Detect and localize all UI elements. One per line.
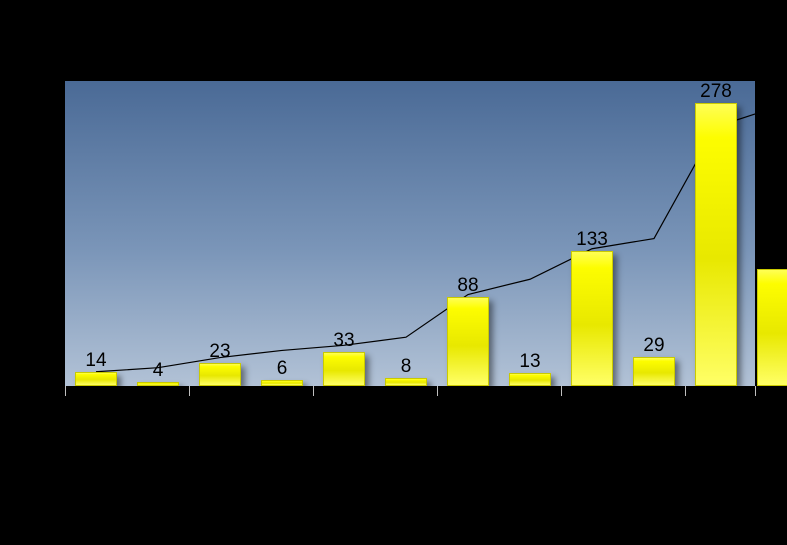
bar: [137, 382, 179, 386]
value-label: 8: [401, 356, 412, 378]
x-tick: [437, 386, 438, 396]
bar: [695, 103, 737, 386]
bar: [261, 380, 303, 386]
bar: [199, 363, 241, 386]
chart-frame: 144236338881313329278115: [0, 0, 787, 545]
bar: [509, 373, 551, 386]
value-label: 33: [333, 330, 354, 352]
bar: [633, 357, 675, 386]
value-label: 115: [763, 247, 787, 269]
value-label: 29: [643, 335, 664, 357]
x-tick: [189, 386, 190, 396]
bar: [385, 378, 427, 386]
bar: [757, 269, 787, 386]
value-label: 23: [209, 341, 230, 363]
bar: [75, 372, 117, 386]
x-tick: [561, 386, 562, 396]
value-label: 88: [457, 275, 478, 297]
x-tick: [685, 386, 686, 396]
value-label: 6: [277, 358, 288, 380]
plot-area: 144236338881313329278115: [64, 80, 756, 387]
value-label: 278: [700, 81, 732, 103]
value-label: 133: [576, 229, 608, 251]
value-label: 14: [85, 350, 106, 372]
bar: [447, 297, 489, 386]
value-label: 4: [153, 360, 164, 382]
x-tick: [755, 386, 756, 396]
x-tick: [65, 386, 66, 396]
value-label: 13: [519, 351, 540, 373]
bar: [571, 251, 613, 386]
bar: [323, 352, 365, 386]
x-tick: [313, 386, 314, 396]
